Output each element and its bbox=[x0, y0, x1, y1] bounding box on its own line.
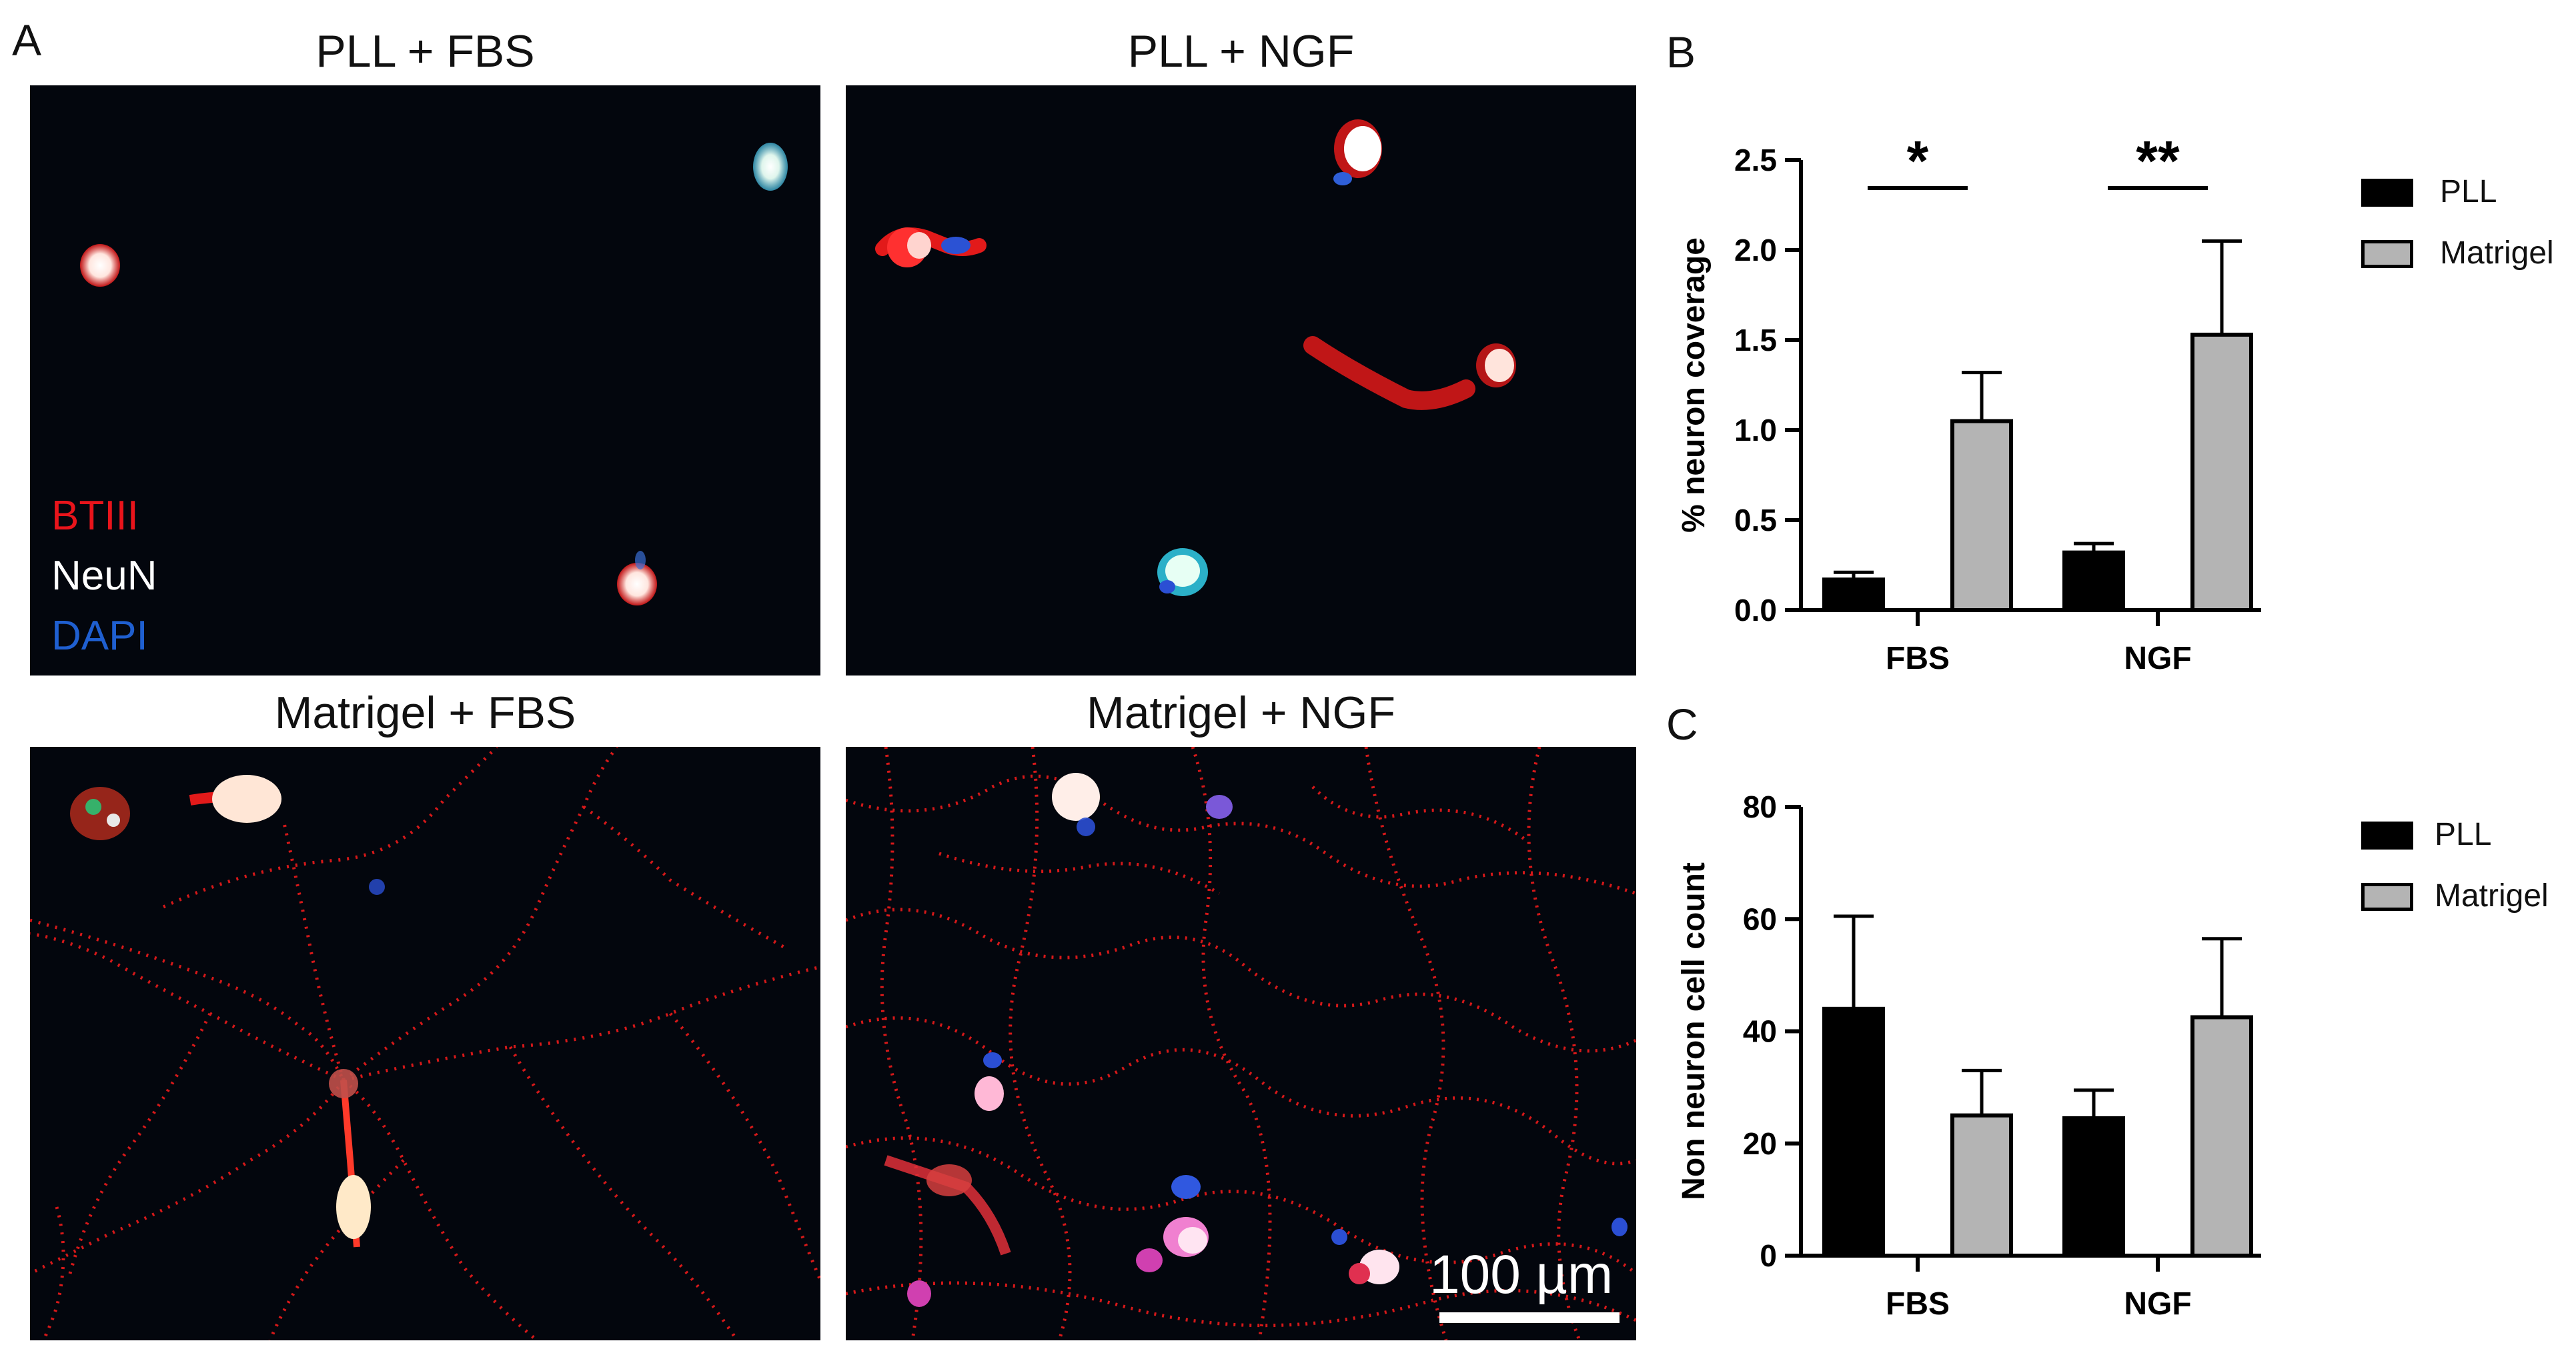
x-tick-label-c: FBS bbox=[1886, 1286, 1950, 1322]
x-tick-label-b: NGF bbox=[2124, 641, 2191, 676]
y-tick-label-c: 60 bbox=[1743, 902, 1777, 936]
bar-c-fbs-pll bbox=[1822, 1006, 1885, 1258]
legend-swatch-matrigel-c bbox=[2361, 883, 2413, 911]
stain-label-btiii: BTIII bbox=[51, 493, 139, 539]
legend-label-matrigel-b: Matrigel bbox=[2440, 235, 2554, 271]
micrograph-pll-fbs: BTIII NeuN DAPI bbox=[30, 85, 820, 676]
legend-swatch-pll-c bbox=[2361, 822, 2413, 850]
y-tick-label-c: 0 bbox=[1760, 1238, 1777, 1273]
legend-label-pll-b: PLL bbox=[2440, 174, 2497, 209]
micrograph-matrigel-fbs bbox=[30, 747, 820, 1340]
y-tick-label-b: 2.5 bbox=[1734, 143, 1777, 177]
bar-b-ngf-matrigel bbox=[2190, 332, 2253, 612]
panel-label-b: B bbox=[1666, 27, 1696, 77]
y-tick-label-c: 40 bbox=[1743, 1014, 1777, 1049]
bar-c-ngf-pll bbox=[2062, 1116, 2125, 1258]
micrograph-pll-ngf bbox=[846, 85, 1636, 676]
micrograph-title-matrigel-ngf: Matrigel + NGF bbox=[1087, 688, 1395, 738]
bar-b-fbs-matrigel bbox=[1950, 419, 2013, 612]
y-tick-label-b: 0.5 bbox=[1734, 503, 1777, 537]
y-tick-label-c: 20 bbox=[1743, 1126, 1777, 1161]
stain-label-dapi: DAPI bbox=[51, 613, 148, 659]
y-tick-label-b: 1.5 bbox=[1734, 323, 1777, 357]
y-axis-title-c: Non neuron cell count bbox=[1676, 862, 1712, 1200]
micrograph-title-pll-fbs: PLL + FBS bbox=[315, 26, 535, 77]
significance-marker-b: * bbox=[1907, 129, 1929, 192]
legend-swatch-matrigel-b bbox=[2361, 240, 2413, 268]
micrograph-title-pll-ngf: PLL + NGF bbox=[1127, 26, 1355, 77]
significance-marker-b: ** bbox=[2136, 129, 2180, 192]
panel-label-a: A bbox=[12, 15, 42, 65]
scale-bar bbox=[1439, 1312, 1620, 1323]
y-tick-label-b: 1.0 bbox=[1734, 413, 1777, 447]
bar-b-fbs-pll bbox=[1822, 577, 1885, 612]
micrograph-title-matrigel-fbs: Matrigel + FBS bbox=[274, 688, 576, 738]
y-axis-title-b: % neuron coverage bbox=[1676, 237, 1712, 533]
panel-label-c: C bbox=[1666, 700, 1698, 749]
legend-swatch-pll-b bbox=[2361, 179, 2413, 207]
legend-label-matrigel-c: Matrigel bbox=[2435, 878, 2549, 914]
bar-c-ngf-matrigel bbox=[2190, 1015, 2253, 1258]
legend-label-pll-c: PLL bbox=[2435, 817, 2492, 852]
y-tick-label-c: 80 bbox=[1743, 790, 1777, 824]
x-tick-label-c: NGF bbox=[2124, 1286, 2191, 1322]
bar-b-ngf-pll bbox=[2062, 550, 2125, 612]
stain-label-neun: NeuN bbox=[51, 553, 157, 599]
scale-bar-label: 100 µm bbox=[1429, 1244, 1614, 1305]
y-tick-label-b: 0.0 bbox=[1734, 593, 1777, 627]
micrograph-matrigel-ngf: 100 µm bbox=[846, 747, 1636, 1340]
x-tick-label-b: FBS bbox=[1886, 641, 1950, 676]
bar-c-fbs-matrigel bbox=[1950, 1113, 2013, 1258]
y-tick-label-b: 2.0 bbox=[1734, 233, 1777, 267]
